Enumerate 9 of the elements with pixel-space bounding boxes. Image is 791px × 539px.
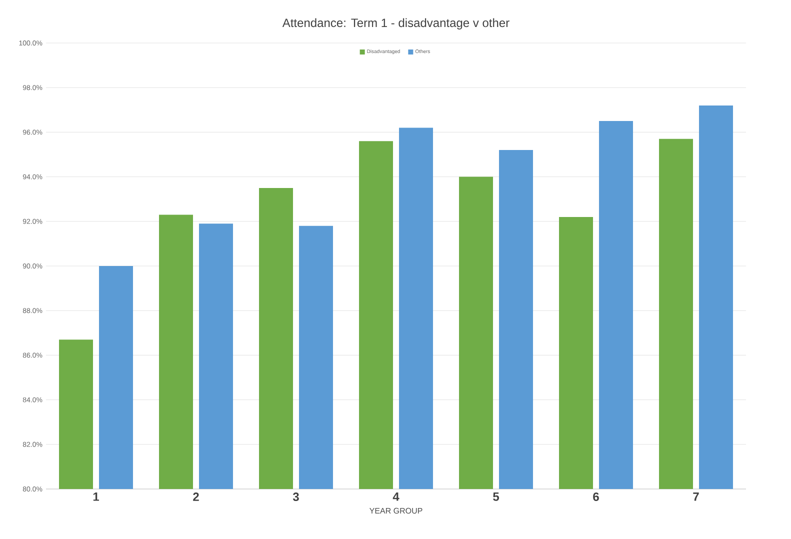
- chart-title: Attendance: Term 1 - disadvantage v other: [282, 18, 510, 30]
- x-axis-title: YEAR GROUP: [370, 508, 422, 514]
- x-tick-label: 7: [693, 492, 699, 501]
- x-tick-label: 2: [193, 492, 199, 501]
- x-tick-label: 6: [593, 492, 599, 502]
- x-tick-label: 1: [93, 492, 100, 501]
- x-tick-label: 4: [392, 492, 400, 501]
- x-tick-label: 3: [292, 492, 299, 502]
- x-tick-label: 5: [493, 492, 500, 501]
